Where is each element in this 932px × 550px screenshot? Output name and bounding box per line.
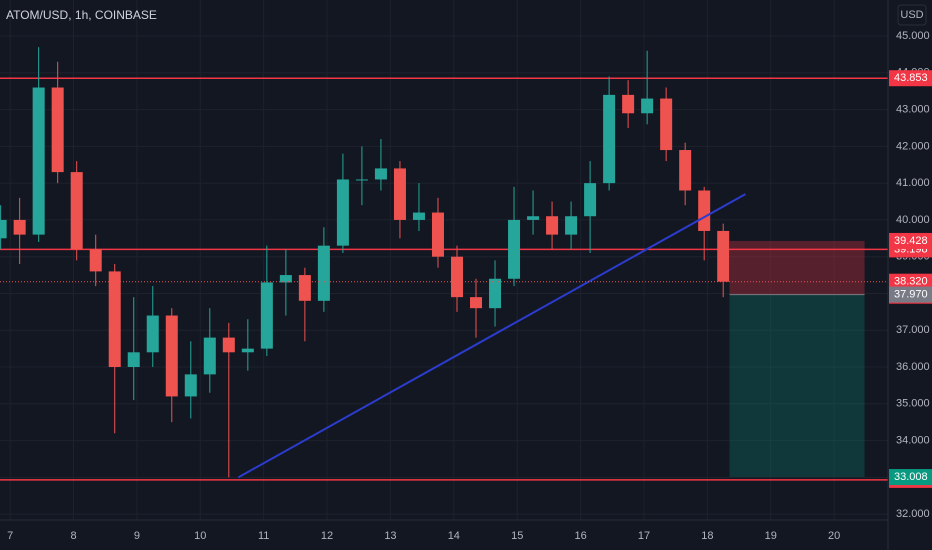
last-price-label: 38.320 (894, 276, 928, 288)
x-tick-label: 9 (134, 530, 140, 542)
x-tick-label: 15 (511, 530, 523, 542)
candle-body (222, 337, 235, 353)
candle-body (317, 245, 330, 301)
x-tick-label: 14 (448, 530, 460, 542)
y-tick-label: 43.000 (896, 103, 930, 115)
y-tick-label: 42.000 (896, 140, 930, 152)
x-tick-label: 16 (574, 530, 586, 542)
stop-label: 39.428 (894, 235, 928, 247)
axes: 45.00044.00043.00042.00041.00040.00039.0… (7, 30, 932, 542)
candle-body (527, 216, 540, 220)
currency-button[interactable] (897, 4, 927, 26)
target-zone (729, 294, 865, 478)
x-tick-label: 7 (7, 530, 13, 542)
level-label-bg (889, 70, 932, 87)
candle-body (698, 190, 711, 231)
candle-body (298, 275, 311, 301)
y-tick-label: 40.000 (896, 214, 930, 226)
y-tick-label: 37.000 (896, 324, 930, 336)
x-tick-label: 12 (321, 530, 333, 542)
candle-body (336, 179, 349, 246)
x-tick-label: 17 (638, 530, 650, 542)
candle-body (603, 94, 616, 184)
candle-body (679, 150, 692, 191)
candle-body (412, 212, 425, 220)
candle-body (508, 219, 521, 279)
candle-body (165, 315, 178, 397)
x-tick-label: 18 (701, 530, 713, 542)
candle-body (622, 94, 635, 114)
level-label: 43.853 (894, 72, 928, 84)
y-tick-label: 35.000 (896, 398, 930, 410)
candle-body (203, 337, 216, 375)
y-tick-label: 41.000 (896, 177, 930, 189)
candle-body (127, 352, 140, 368)
y-tick-label: 32.000 (896, 508, 930, 520)
entry-label-bg (889, 286, 932, 303)
candle-body (641, 98, 654, 114)
candle-body (146, 315, 159, 353)
candle-body (470, 297, 483, 309)
x-tick-label: 19 (765, 530, 777, 542)
candle-body (584, 183, 597, 217)
candle-body (89, 249, 102, 272)
candle-body (0, 219, 7, 239)
y-tick-label: 45.000 (896, 30, 930, 42)
candle-body (565, 216, 578, 235)
candle-body (546, 216, 559, 235)
candle-body (393, 168, 406, 220)
x-tick-label: 8 (70, 530, 76, 542)
candle-body (184, 374, 197, 397)
y-tick-label: 34.000 (896, 434, 930, 446)
entry-label: 37.970 (894, 288, 928, 300)
candle-body (70, 172, 83, 250)
candle-body (108, 271, 121, 368)
candle-body (13, 219, 26, 235)
candle-body (32, 87, 45, 235)
candle-body (51, 87, 64, 173)
x-tick-label: 10 (194, 530, 206, 542)
plot (0, 0, 888, 520)
currency-label[interactable]: USD (900, 9, 923, 21)
x-tick-label: 11 (258, 530, 269, 542)
candle-body (374, 168, 387, 180)
candle-body (660, 98, 673, 151)
target-label-bg (889, 469, 932, 486)
candle-body (279, 275, 292, 283)
candle-body (450, 256, 463, 298)
candle-body (241, 348, 254, 353)
stop-label-bg (889, 232, 932, 249)
candle-body (489, 278, 502, 309)
candle-body (717, 230, 730, 282)
candle-body (431, 212, 444, 257)
candle-body (355, 179, 368, 181)
x-tick-label: 13 (384, 530, 396, 542)
chart-title: ATOM/USD, 1h, COINBASE (6, 8, 157, 22)
candle-body (260, 282, 273, 349)
y-tick-label: 36.000 (896, 361, 930, 373)
trendline (237, 193, 746, 479)
x-tick-label: 20 (828, 530, 840, 542)
target-label: 33.008 (894, 471, 928, 483)
